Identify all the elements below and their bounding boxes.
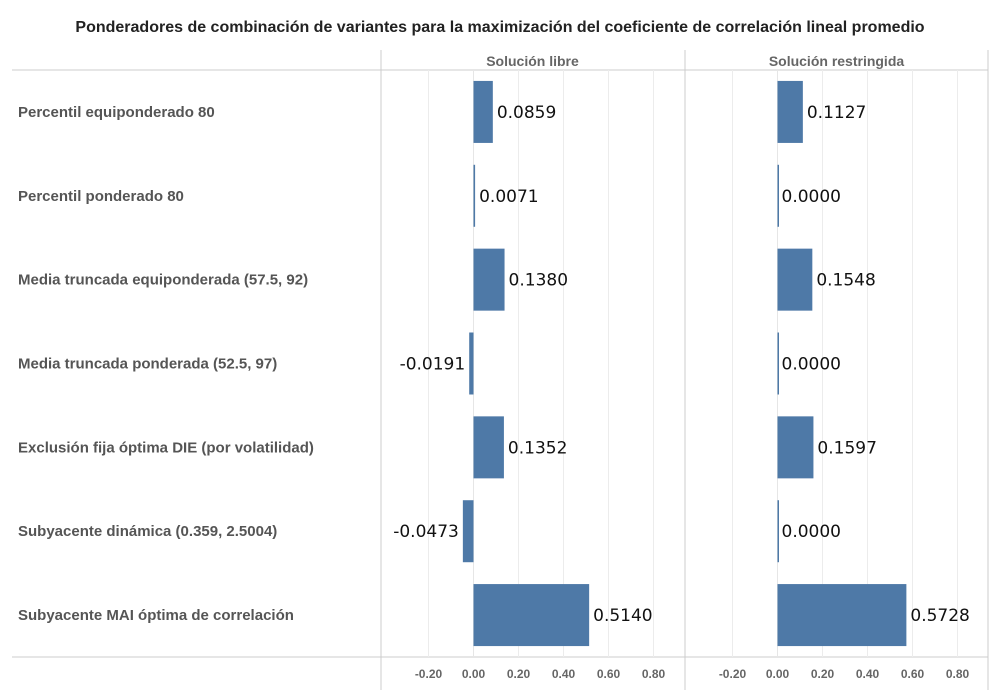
bar: [777, 332, 779, 395]
row-label: Subyacente dinámica (0.359, 2.5004): [18, 523, 277, 540]
data-label: 0.1380: [509, 271, 568, 291]
x-tick-label: 0.60: [597, 667, 621, 681]
data-label: 0.1548: [816, 271, 875, 291]
bar: [777, 500, 779, 563]
data-label: -0.0191: [400, 355, 466, 375]
bar: [777, 584, 907, 647]
data-label: 0.1352: [508, 438, 567, 458]
bar: [462, 500, 474, 563]
data-label: 0.5140: [593, 606, 652, 626]
row-label: Percentil ponderado 80: [18, 188, 184, 205]
x-tick-label: -0.20: [719, 667, 747, 681]
x-tick-label: 0.80: [642, 667, 666, 681]
bar: [777, 416, 814, 479]
bar: [473, 248, 505, 311]
bar: [469, 332, 474, 395]
data-label: 0.1127: [807, 103, 866, 123]
panel-header: Solución libre: [486, 53, 579, 69]
bar: [473, 416, 504, 479]
x-tick-label: 0.40: [856, 667, 880, 681]
row-label: Media truncada equiponderada (57.5, 92): [18, 272, 308, 289]
x-tick-label: 0.00: [766, 667, 790, 681]
x-tick-label: 0.00: [462, 667, 486, 681]
data-label: 0.0000: [782, 355, 841, 375]
x-tick-label: 0.20: [811, 667, 835, 681]
data-label: 0.0071: [479, 187, 538, 207]
bar: [777, 248, 813, 311]
x-tick-label: 0.60: [901, 667, 925, 681]
data-label: -0.0473: [393, 522, 459, 542]
data-label: 0.0000: [782, 187, 841, 207]
data-label: 0.0000: [782, 522, 841, 542]
chart-title: Ponderadores de combinación de variantes…: [75, 19, 925, 36]
bar: [777, 164, 779, 227]
row-label: Exclusión fija óptima DIE (por volatilid…: [18, 439, 314, 456]
bar: [777, 80, 803, 143]
data-label: 0.5728: [910, 606, 969, 626]
bar: [473, 80, 493, 143]
panel-header: Solución restringida: [769, 53, 905, 69]
row-label: Percentil equiponderado 80: [18, 104, 215, 121]
x-tick-label: 0.80: [946, 667, 970, 681]
x-tick-label: 0.20: [507, 667, 531, 681]
row-label: Subyacente MAI óptima de correlación: [18, 607, 294, 624]
x-tick-label: 0.40: [552, 667, 576, 681]
bar: [473, 164, 476, 227]
data-label: 0.1597: [817, 438, 876, 458]
data-label: 0.0859: [497, 103, 556, 123]
row-label: Media truncada ponderada (52.5, 97): [18, 356, 277, 373]
x-tick-label: -0.20: [415, 667, 443, 681]
bar: [473, 584, 590, 647]
